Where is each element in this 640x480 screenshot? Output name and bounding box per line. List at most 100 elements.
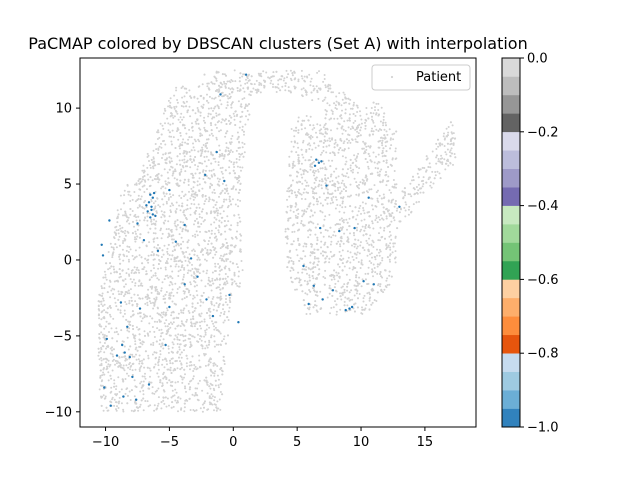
patient-point: [382, 197, 385, 200]
patient-point: [216, 365, 219, 367]
patient-point: [382, 193, 385, 196]
patient-point: [293, 191, 296, 194]
patient-point: [166, 257, 169, 260]
patient-point: [190, 324, 193, 327]
patient-point: [102, 299, 105, 302]
patient-point: [329, 175, 332, 178]
patient-point: [395, 183, 398, 186]
patient-point: [311, 251, 314, 254]
patient-point: [221, 118, 224, 121]
patient-point: [349, 98, 352, 101]
patient-point: [209, 310, 212, 313]
patient-point: [113, 331, 116, 334]
patient-point: [126, 387, 129, 390]
patient-point: [452, 143, 455, 146]
patient-point: [319, 210, 322, 212]
patient-point: [114, 232, 117, 235]
patient-point: [153, 178, 156, 180]
patient-point: [181, 85, 184, 88]
patient-point: [295, 129, 297, 132]
patient-point: [190, 274, 193, 277]
patient-point: [201, 389, 204, 392]
patient-point: [158, 258, 161, 261]
patient-point: [108, 267, 111, 270]
patient-point: [291, 74, 294, 77]
patient-point: [166, 117, 169, 120]
patient-point: [435, 148, 438, 150]
patient-point: [147, 405, 150, 408]
patient-point: [218, 130, 221, 133]
patient-point: [343, 211, 346, 214]
patient-point: [215, 238, 218, 241]
patient-point: [340, 240, 343, 243]
patient-point: [157, 172, 160, 175]
patient-point: [360, 212, 362, 215]
patient-point: [293, 85, 296, 88]
patient-point: [186, 230, 189, 233]
patient-point: [167, 345, 170, 348]
patient-point: [100, 359, 103, 362]
patient-point: [198, 379, 201, 382]
patient-point: [182, 101, 185, 103]
patient-point: [244, 105, 247, 108]
patient-point: [99, 294, 102, 297]
patient-point: [222, 95, 225, 98]
patient-point: [301, 268, 304, 271]
patient-point: [269, 82, 272, 85]
patient-point: [207, 87, 210, 90]
patient-point: [383, 229, 386, 232]
patient-point: [313, 160, 315, 163]
patient-point: [161, 213, 164, 216]
patient-point: [179, 179, 182, 182]
patient-point: [202, 178, 205, 180]
patient-point: [200, 327, 202, 330]
patient-point: [189, 155, 192, 158]
patient-point: [393, 205, 396, 208]
patient-point: [174, 360, 177, 363]
patient-point: [368, 188, 371, 191]
patient-point: [203, 335, 206, 338]
patient-point: [220, 297, 223, 300]
patient-point: [149, 315, 152, 318]
patient-point: [111, 349, 113, 352]
patient-point: [108, 331, 110, 333]
patient-point: [138, 204, 141, 207]
patient-point: [213, 374, 216, 377]
patient-point: [360, 219, 363, 222]
patient-point: [126, 336, 129, 339]
patient-point: [363, 249, 366, 252]
patient-point: [135, 183, 138, 186]
patient-point: [338, 92, 341, 95]
patient-point: [387, 166, 390, 168]
patient-point: [293, 129, 295, 132]
patient-point: [150, 343, 152, 346]
patient-point: [157, 129, 160, 132]
patient-point: [349, 183, 352, 186]
patient-point: [208, 95, 211, 98]
patient-point: [192, 142, 194, 145]
patient-point: [305, 265, 308, 268]
patient-point: [169, 161, 171, 164]
patient-point: [103, 282, 106, 285]
patient-point: [310, 243, 313, 245]
patient-point: [318, 70, 320, 73]
patient-point: [355, 253, 358, 256]
patient-point: [189, 409, 192, 411]
patient-point: [255, 79, 258, 82]
patient-point: [312, 277, 315, 280]
patient-point: [169, 334, 172, 337]
patient-point: [390, 215, 393, 218]
patient-point: [150, 198, 153, 201]
patient-point: [368, 224, 370, 227]
patient-point: [127, 216, 130, 219]
patient-point: [303, 119, 306, 122]
patient-point: [113, 385, 116, 388]
patient-point: [289, 276, 292, 279]
patient-point: [185, 225, 188, 227]
patient-point: [179, 134, 182, 137]
patient-point: [218, 84, 220, 87]
patient-point: [375, 300, 378, 302]
patient-point: [218, 226, 221, 228]
patient-point: [378, 254, 381, 257]
patient-point: [143, 266, 146, 269]
